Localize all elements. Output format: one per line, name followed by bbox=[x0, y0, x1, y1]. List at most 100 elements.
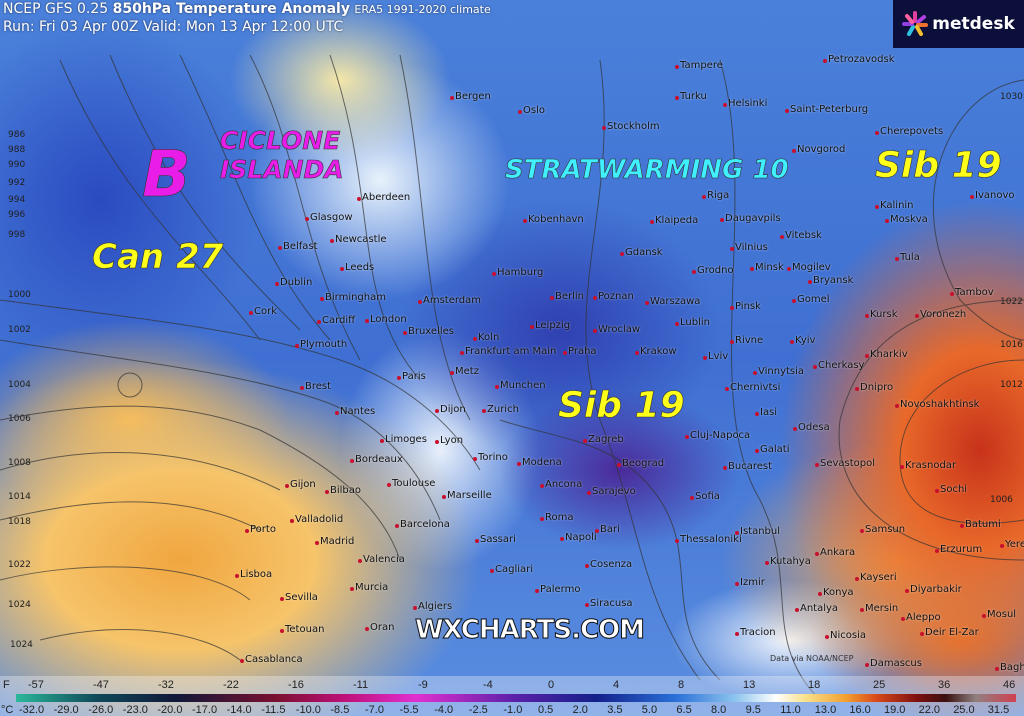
city-label: Thessaloniki bbox=[675, 534, 742, 545]
fahrenheit-tick: -16 bbox=[288, 679, 304, 691]
city-label: Turku bbox=[675, 91, 707, 102]
city-label: Ancona bbox=[539, 479, 583, 490]
city-label: Bruxelles bbox=[403, 326, 454, 337]
city-label: Mosul bbox=[981, 609, 1017, 620]
city-label: Glasgow bbox=[305, 212, 353, 223]
colorbar-gradient bbox=[16, 694, 1016, 702]
celsius-tick: -11.5 bbox=[261, 704, 286, 716]
city-label: Sassari bbox=[475, 534, 516, 545]
city-label: Izmir bbox=[735, 577, 765, 588]
city-label: Beograd bbox=[616, 458, 665, 469]
city-label: Cherkasy bbox=[812, 360, 865, 371]
city-label: Vilnius bbox=[730, 242, 768, 253]
isobar-label: 1022 bbox=[8, 560, 31, 570]
fahrenheit-tick: 36 bbox=[938, 679, 951, 691]
isobar-label: 1006 bbox=[990, 495, 1013, 505]
city-label: Amsterdam bbox=[417, 295, 482, 306]
fahrenheit-tick: 18 bbox=[808, 679, 821, 691]
celsius-unit: °C bbox=[1, 704, 14, 716]
fahrenheit-tick: 46 bbox=[1003, 679, 1016, 691]
fahrenheit-tick: -9 bbox=[418, 679, 428, 691]
celsius-tick: 3.5 bbox=[607, 704, 623, 716]
city-label: Porto bbox=[245, 524, 276, 535]
siberian-center-label: Sib 19 bbox=[558, 385, 685, 426]
city-label: Sofia bbox=[690, 491, 720, 502]
city-label: Limoges bbox=[380, 434, 427, 445]
city-label: Helsinki bbox=[722, 98, 768, 109]
isobar-label: 992 bbox=[8, 178, 26, 188]
city-label: Ivanovo bbox=[970, 190, 1015, 201]
city-label: Valencia bbox=[358, 554, 405, 565]
city-label: Samsun bbox=[859, 524, 906, 535]
celsius-tick: 19.0 bbox=[884, 704, 906, 716]
city-label: Gomel bbox=[792, 294, 830, 305]
fahrenheit-tick: 0 bbox=[548, 679, 555, 691]
city-label: Paris bbox=[397, 371, 426, 382]
stratwarming-label: STRATWARMING 10 bbox=[505, 155, 789, 185]
celsius-tick: -32.0 bbox=[19, 704, 45, 716]
city-label: Petrozavodsk bbox=[823, 54, 895, 65]
city-label: Wroclaw bbox=[592, 324, 641, 335]
fahrenheit-tick: 4 bbox=[613, 679, 620, 691]
city-label: Pinsk bbox=[730, 301, 761, 312]
fahrenheit-tick: -47 bbox=[93, 679, 109, 691]
city-label: Odesa bbox=[793, 422, 830, 433]
city-label: Oran bbox=[364, 622, 395, 633]
city-label: Diyarbakir bbox=[905, 584, 962, 595]
city-label: Oslo bbox=[518, 105, 545, 116]
isobar-label: 1022 bbox=[1000, 297, 1023, 307]
city-label: Tambov bbox=[950, 287, 994, 298]
data-credit: Data via NOAA/NCEP bbox=[770, 654, 854, 663]
city-label: Bari bbox=[595, 524, 620, 535]
city-label: Istanbul bbox=[734, 526, 781, 537]
city-label: Krasnodar bbox=[899, 460, 957, 471]
city-label: Antalya bbox=[794, 603, 839, 614]
product-name: 850hPa Temperature Anomaly bbox=[112, 1, 350, 17]
city-label: Damascus bbox=[865, 658, 922, 669]
city-label: Vinnytsia bbox=[752, 366, 805, 377]
climate-reference: ERA5 1991-2020 climate bbox=[354, 3, 491, 16]
celsius-tick: 25.0 bbox=[953, 704, 975, 716]
celsius-tick: 16.0 bbox=[849, 704, 871, 716]
map-title: NCEP GFS 0.25 850hPa Temperature Anomaly… bbox=[3, 1, 491, 17]
city-label: Nicosia bbox=[825, 630, 866, 641]
model-name: NCEP GFS 0.25 bbox=[3, 1, 109, 17]
city-label: Kharkiv bbox=[865, 349, 908, 360]
fahrenheit-tick: 13 bbox=[743, 679, 756, 691]
wxcharts-watermark: WXCHARTS.COM bbox=[414, 615, 645, 645]
city-label: Erzurum bbox=[934, 544, 983, 555]
logo-text: metdesk bbox=[932, 14, 1015, 34]
celsius-tick: 6.5 bbox=[676, 704, 692, 716]
cyclone-iceland-label: CICLONE ISLANDA bbox=[220, 126, 344, 185]
city-label: Lyon bbox=[434, 435, 464, 446]
fahrenheit-tick: -22 bbox=[223, 679, 239, 691]
city-label: Kalinin bbox=[875, 200, 914, 211]
city-label: Tracion bbox=[735, 627, 776, 638]
city-label: Yerevan bbox=[999, 539, 1024, 551]
city-label: Kursk bbox=[865, 309, 898, 320]
city-label: Konya bbox=[818, 587, 854, 598]
city-label: Birmingham bbox=[320, 292, 386, 303]
city-label: Siracusa bbox=[585, 598, 633, 609]
city-label: Novoshakhtinsk bbox=[894, 399, 980, 410]
cyclone-label-line2: ISLANDA bbox=[220, 155, 344, 185]
city-label: Sarajevo bbox=[587, 486, 636, 497]
celsius-tick: 2.0 bbox=[572, 704, 588, 716]
celsius-tick: 11.0 bbox=[780, 704, 801, 716]
celsius-tick: -4.0 bbox=[434, 704, 454, 716]
city-label: Plymouth bbox=[294, 339, 348, 350]
city-label: Madrid bbox=[314, 536, 355, 547]
cyclone-label-line1: CICLONE bbox=[220, 126, 341, 156]
celsius-tick: -2.5 bbox=[468, 704, 488, 716]
city-label: Saint-Peterburg bbox=[784, 104, 869, 115]
city-label: Bergen bbox=[450, 91, 491, 102]
isobar-label: 990 bbox=[8, 160, 26, 170]
celsius-tick: 9.5 bbox=[745, 704, 761, 716]
isobar-label: 1016 bbox=[1000, 340, 1023, 350]
celsius-tick: -8.5 bbox=[330, 704, 350, 716]
city-label: Kyiv bbox=[789, 335, 816, 346]
city-label: Iasi bbox=[754, 407, 778, 418]
isobar-label: 1000 bbox=[8, 290, 31, 300]
city-label: Kutahya bbox=[765, 556, 811, 567]
celsius-tick: -29.0 bbox=[53, 704, 79, 716]
